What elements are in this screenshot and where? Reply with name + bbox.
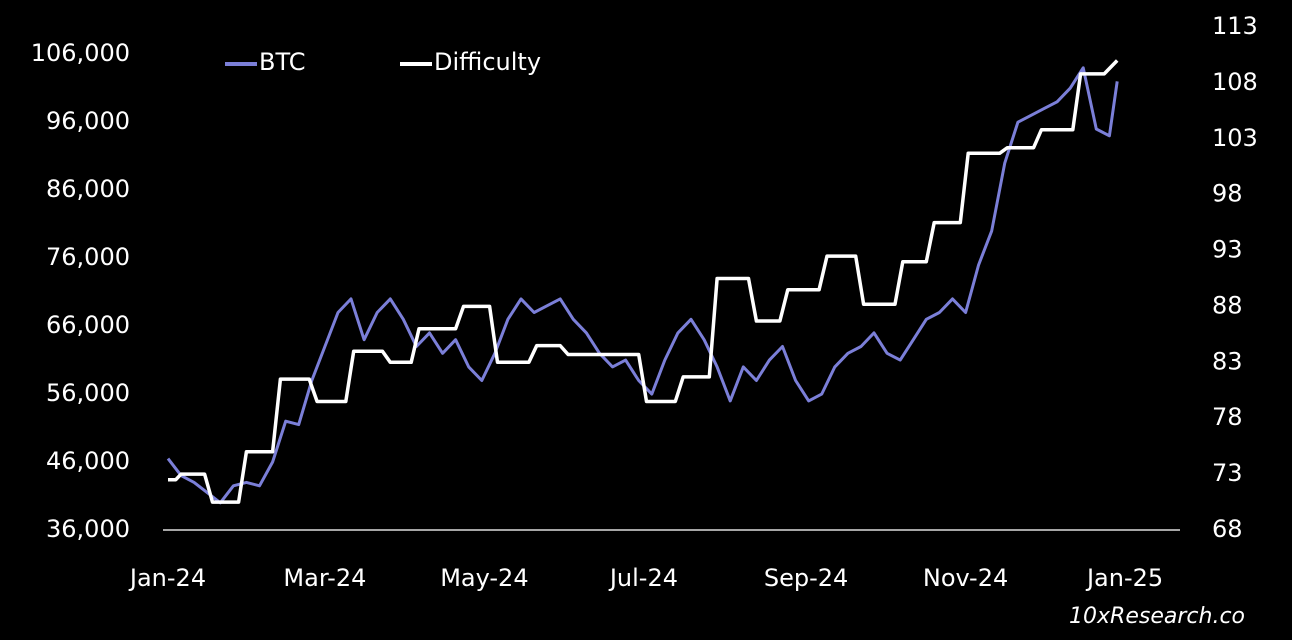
x-tick-label: Jan-25 — [1085, 564, 1163, 592]
y2-tick-label: 113 — [1212, 12, 1258, 40]
x-tick-label: Nov-24 — [923, 564, 1008, 592]
y-tick-label: 106,000 — [31, 39, 130, 67]
series-line — [168, 59, 1119, 504]
x-tick-label: Sep-24 — [764, 564, 848, 592]
y-tick-label: 36,000 — [46, 515, 130, 543]
y-tick-label: 96,000 — [46, 107, 130, 135]
y2-tick-label: 98 — [1212, 180, 1243, 208]
legend-label: Difficulty — [434, 48, 541, 76]
y2-tick-label: 73 — [1212, 459, 1243, 487]
y-tick-label: 76,000 — [46, 243, 130, 271]
series-line — [166, 66, 1119, 505]
y2-tick-label: 108 — [1212, 68, 1258, 96]
x-tick-label: Jul-24 — [608, 564, 678, 592]
x-tick-label: May-24 — [440, 564, 528, 592]
y-tick-label: 86,000 — [46, 175, 130, 203]
y2-tick-label: 88 — [1212, 291, 1243, 319]
y2-tick-label: 83 — [1212, 347, 1243, 375]
y2-tick-label: 93 — [1212, 236, 1243, 264]
watermark: 10xResearch.co — [1069, 604, 1245, 629]
y-tick-label: 56,000 — [46, 379, 130, 407]
y-tick-label: 66,000 — [46, 311, 130, 339]
y2-tick-label: 103 — [1212, 124, 1258, 152]
legend-label: BTC — [259, 48, 305, 76]
x-tick-label: Jan-24 — [128, 564, 206, 592]
y2-tick-label: 78 — [1212, 403, 1243, 431]
y-tick-label: 46,000 — [46, 447, 130, 475]
y2-tick-label: 68 — [1212, 515, 1243, 543]
x-tick-label: Mar-24 — [283, 564, 366, 592]
